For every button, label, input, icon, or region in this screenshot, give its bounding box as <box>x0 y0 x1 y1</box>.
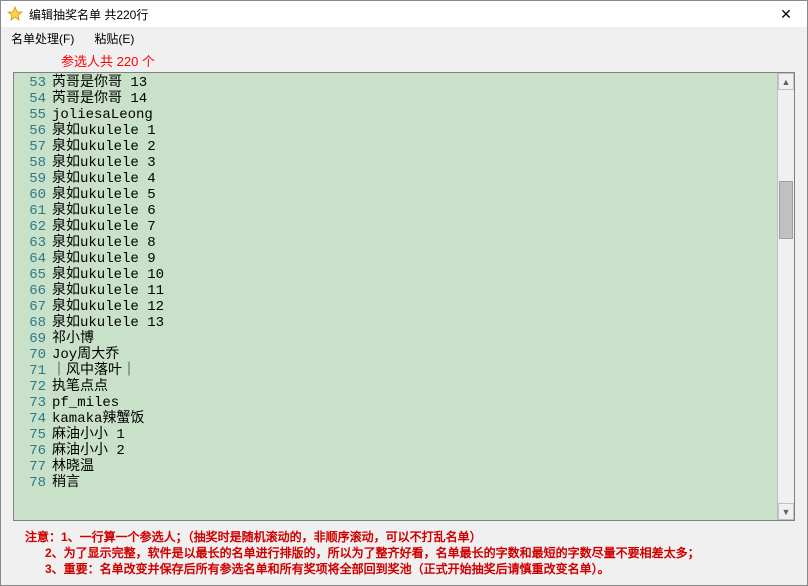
text-area[interactable]: 芮哥是你哥 13 芮哥是你哥 14 joliesaLeong 泉如ukulele… <box>52 73 777 520</box>
menubar: 名单处理(F) 粘贴(E) <box>1 27 807 49</box>
summary-line: 参选人共 220 个 <box>1 49 807 72</box>
vertical-scrollbar[interactable]: ▲ ▼ <box>777 73 794 520</box>
menu-list-process[interactable]: 名单处理(F) <box>5 28 80 49</box>
scroll-up-button[interactable]: ▲ <box>778 73 794 90</box>
scroll-thumb[interactable] <box>779 181 793 239</box>
scroll-track[interactable] <box>778 90 794 503</box>
editor: 53 54 55 56 57 58 59 60 61 62 63 64 65 6… <box>13 72 795 521</box>
app-icon <box>7 6 23 22</box>
window: 编辑抽奖名单 共220行 ✕ 名单处理(F) 粘贴(E) 参选人共 220 个 … <box>0 0 808 586</box>
line-number-gutter: 53 54 55 56 57 58 59 60 61 62 63 64 65 6… <box>14 73 52 520</box>
window-title: 编辑抽奖名单 共220行 <box>29 6 771 23</box>
close-button[interactable]: ✕ <box>771 6 801 23</box>
footer-notes: 注意：1、一行算一个参选人；（抽奖时是随机滚动的，非顺序滚动，可以不打乱名单） … <box>1 525 807 585</box>
menu-paste[interactable]: 粘贴(E) <box>88 28 140 49</box>
titlebar: 编辑抽奖名单 共220行 ✕ <box>1 1 807 27</box>
scroll-down-button[interactable]: ▼ <box>778 503 794 520</box>
